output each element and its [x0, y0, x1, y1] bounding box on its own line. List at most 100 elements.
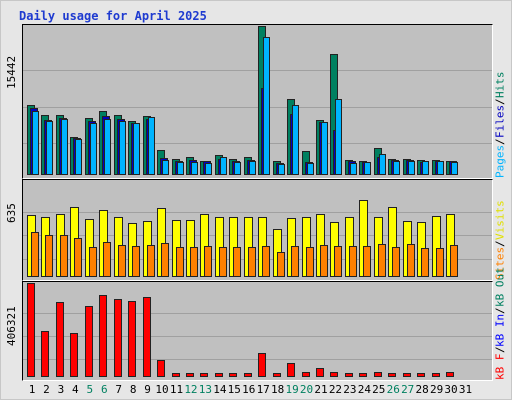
chart-title: Daily usage for April 2025 — [19, 9, 207, 23]
pages-bar-day-26 — [393, 161, 401, 175]
day-label-22: 22 — [328, 383, 343, 396]
gridline — [23, 359, 492, 360]
sites-bar-day-2 — [45, 235, 54, 277]
sites-bar-day-22 — [334, 246, 343, 277]
kbf-bar-day-13 — [200, 373, 209, 377]
pages-bar-day-21 — [321, 122, 328, 175]
pages-bar-day-18 — [277, 164, 285, 175]
kbf-bar-day-16 — [243, 373, 252, 377]
sites-bar-day-20 — [305, 247, 314, 277]
legend-top-part-4: Hits — [493, 72, 507, 99]
gridline — [23, 336, 492, 337]
day-label-21: 21 — [314, 383, 328, 396]
sites-bar-day-18 — [276, 252, 285, 277]
pages-bar-day-8 — [133, 123, 141, 175]
gridline — [23, 212, 492, 213]
pages-bar-day-9 — [147, 117, 155, 175]
pages-bar-day-19 — [292, 105, 300, 175]
sites-bar-day-15 — [233, 247, 242, 277]
kbf-bar-day-21 — [316, 368, 324, 377]
kbf-bar-day-6 — [99, 295, 108, 377]
sites-bar-day-3 — [59, 235, 68, 277]
day-label-10: 10 — [155, 383, 169, 396]
top-panel-max-label: 15442 — [5, 55, 18, 89]
kbf-bar-day-22 — [330, 372, 339, 377]
sites-bar-day-23 — [348, 246, 357, 277]
kbf-bar-day-7 — [113, 299, 122, 377]
gridline — [23, 259, 492, 260]
sites-bar-day-30 — [450, 245, 459, 277]
pages-bar-day-16 — [248, 161, 256, 175]
legend-top-part-3: / — [493, 98, 507, 106]
legend-top-part-1: / — [493, 138, 507, 145]
hits-files-pages-legend: Pages / Files / Hits — [493, 25, 507, 178]
day-label-14: 14 — [213, 383, 227, 396]
pages-bar-day-15 — [234, 162, 242, 175]
gridline — [23, 143, 492, 144]
day-label-25: 25 — [372, 383, 386, 396]
sites-bar-day-19 — [291, 246, 300, 277]
day-label-11: 11 — [169, 383, 184, 396]
kbf-bar-day-28 — [417, 373, 426, 377]
legend-bottom-part-3: / — [493, 307, 507, 314]
day-label-1: 1 — [28, 383, 36, 396]
pages-bar-day-6 — [104, 119, 112, 175]
sites-bar-day-9 — [146, 245, 155, 277]
sites-bar-day-14 — [218, 247, 227, 277]
kbf-bar-day-15 — [229, 373, 238, 377]
legend-bottom-part-4: kB Out — [493, 267, 507, 308]
day-label-16: 16 — [242, 383, 256, 396]
kbf-bar-day-4 — [70, 333, 79, 377]
day-label-20: 20 — [299, 383, 314, 396]
sites-bar-day-25 — [377, 244, 386, 277]
kbf-bar-day-10 — [157, 360, 166, 377]
sites-bar-day-16 — [247, 247, 256, 277]
sites-bar-day-5 — [88, 247, 97, 277]
day-label-3: 3 — [57, 383, 65, 396]
day-label-18: 18 — [271, 383, 285, 396]
pages-bar-day-10 — [162, 160, 170, 175]
day-label-30: 30 — [444, 383, 458, 396]
day-label-23: 23 — [343, 383, 357, 396]
kbf-bar-day-26 — [388, 373, 397, 377]
sites-bar-day-24 — [363, 246, 372, 277]
day-label-15: 15 — [227, 383, 241, 396]
visits-sites-legend: Sites / Visits — [493, 180, 507, 281]
sites-bar-day-10 — [161, 243, 170, 277]
kbf-bar-day-9 — [142, 297, 151, 377]
day-label-4: 4 — [72, 383, 79, 396]
kbf-bar-day-24 — [359, 373, 368, 377]
sites-bar-day-28 — [421, 248, 430, 277]
legend-bottom-part-1: / — [493, 346, 507, 354]
day-label-26: 26 — [386, 383, 400, 396]
kbf-bar-day-14 — [214, 373, 223, 377]
pages-bar-day-25 — [378, 154, 386, 175]
pages-bar-day-3 — [60, 119, 68, 175]
kbytes-panel — [22, 281, 493, 381]
day-label-6: 6 — [100, 383, 108, 396]
kbf-bar-day-20 — [301, 372, 310, 377]
sites-bar-day-4 — [74, 238, 83, 277]
legend-top-part-0: Pages — [493, 144, 507, 178]
kbf-bar-day-30 — [446, 372, 455, 377]
sites-bar-day-21 — [320, 245, 328, 277]
pages-bar-day-13 — [205, 163, 213, 175]
pages-bar-day-29 — [436, 161, 444, 175]
day-label-7: 7 — [115, 383, 122, 396]
kbf-bar-day-1 — [27, 283, 35, 377]
day-label-29: 29 — [429, 383, 444, 396]
sites-bar-day-26 — [392, 247, 401, 277]
pages-bar-day-1 — [32, 111, 39, 175]
gridline — [23, 107, 492, 108]
day-label-24: 24 — [357, 383, 371, 396]
sites-bar-day-13 — [204, 246, 213, 277]
sites-bar-day-8 — [132, 246, 141, 277]
sites-bar-day-12 — [189, 247, 198, 277]
kbf-bar-day-23 — [344, 373, 353, 377]
day-label-2: 2 — [43, 383, 50, 396]
day-label-31: 31 — [458, 383, 473, 396]
kbf-bar-day-27 — [402, 373, 411, 377]
pages-bar-day-30 — [451, 162, 459, 175]
pages-bar-day-11 — [176, 162, 184, 175]
day-label-5: 5 — [86, 383, 94, 396]
